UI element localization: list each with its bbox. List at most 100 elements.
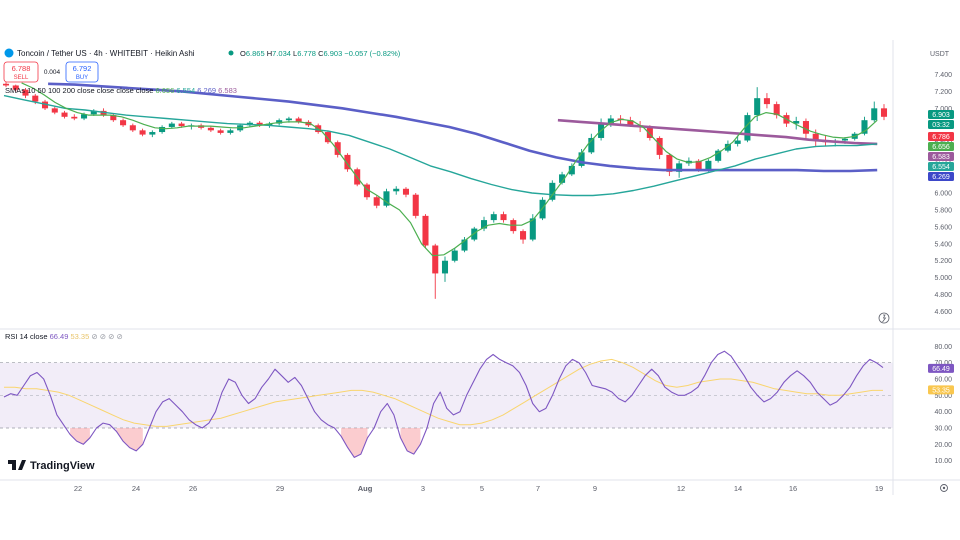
rsi-badge-text: 66.49 xyxy=(932,366,950,373)
candle-body xyxy=(71,116,78,119)
candle-body xyxy=(520,231,527,240)
rsi-tick-label: 40.00 xyxy=(934,409,952,416)
candle-body xyxy=(168,123,175,127)
rsi-tick-label: 80.00 xyxy=(934,344,952,351)
candle-body xyxy=(324,132,331,143)
rsi-tick-label: 50.00 xyxy=(934,393,952,400)
sma-legend[interactable]: SMAs 10 50 100 200 close close close clo… xyxy=(5,86,237,95)
candle-body xyxy=(344,154,351,170)
rsi-line xyxy=(3,350,884,458)
candle-body xyxy=(334,142,341,155)
candle-body xyxy=(461,239,468,251)
market-status-icon xyxy=(228,50,234,56)
candle-body xyxy=(227,130,234,133)
candle-body xyxy=(793,121,800,124)
sell-label: SELL xyxy=(14,75,29,81)
sma-lines-layer xyxy=(3,82,878,257)
candle-body xyxy=(12,85,19,90)
price-axis[interactable]: 7.4007.2007.0006.8006.6006.4006.2006.000… xyxy=(934,72,952,316)
candle-body xyxy=(41,101,49,109)
candle-body xyxy=(178,123,185,127)
candle-body xyxy=(627,120,634,126)
price-badge: 6.269 xyxy=(928,172,954,181)
rsi-oversold-fill xyxy=(116,428,143,451)
price-tick-label: 4.800 xyxy=(934,292,952,299)
candle-body xyxy=(32,95,39,102)
symbol-title[interactable]: Toncoin / Tether US · 4h · WHITEBIT · He… xyxy=(17,49,195,58)
candle-body xyxy=(559,174,566,183)
candle-body xyxy=(754,98,761,116)
price-badges: 6.903 03:32 6.786 6.656 6.583 6.554 6.269 xyxy=(928,110,954,181)
candle-body xyxy=(588,137,595,153)
price-tick-label: 7.200 xyxy=(934,89,952,96)
rsi-axis[interactable]: 80.00 70.00 60.00 50.00 40.00 30.00 20.00 10.00 xyxy=(934,344,952,465)
candle-body xyxy=(217,130,224,133)
candle-body xyxy=(159,126,166,133)
buy-button[interactable]: 6.792 BUY xyxy=(65,61,99,83)
candle-body xyxy=(120,120,127,126)
rsi-layer xyxy=(3,350,884,458)
candle-body xyxy=(871,108,878,121)
candle-body xyxy=(578,152,585,166)
candle-body xyxy=(285,118,292,121)
candle-body xyxy=(715,150,722,161)
rsi-oversold-fill xyxy=(400,428,421,455)
candle-body xyxy=(373,197,380,206)
candle-body xyxy=(880,108,888,117)
candle-body xyxy=(402,188,410,195)
candle-body xyxy=(129,125,136,131)
tradingview-logo[interactable]: TradingView xyxy=(8,460,95,472)
alert-icon[interactable] xyxy=(878,312,890,324)
candle-body xyxy=(295,118,302,122)
price-badge-text: 6.554 xyxy=(932,164,950,171)
price-tick-label: 5.600 xyxy=(934,224,952,231)
candle-body xyxy=(744,115,751,141)
candle-body xyxy=(61,112,68,117)
price-tick-label: 4.600 xyxy=(934,309,952,316)
buy-label: BUY xyxy=(76,75,88,81)
price-badge: 6.583 xyxy=(928,152,954,161)
candle-body xyxy=(51,108,58,113)
candle-body xyxy=(607,118,614,124)
time-tick-label: 22 xyxy=(74,484,82,493)
spread-value: 0.004 xyxy=(44,69,61,76)
time-tick-label: 26 xyxy=(189,484,197,493)
candle-body xyxy=(22,89,29,96)
time-tick-label: 14 xyxy=(734,484,742,493)
price-badge-text: 6.583 xyxy=(932,154,950,161)
rsi-legend[interactable]: RSI 14 close 66.49 53.35 ⊘ ⊘ ⊘ ⊘ xyxy=(5,332,123,341)
sma-line-sma10 xyxy=(21,82,878,257)
candle-body xyxy=(139,130,146,135)
candle-body xyxy=(841,138,849,141)
rsi-oversold-fill xyxy=(341,428,368,458)
candle-body xyxy=(451,250,458,261)
time-tick-label: Aug xyxy=(358,484,373,493)
ohlc-readout: O6.865 H7.034 L6.778 C6.903 −0.057 (−0.8… xyxy=(240,49,401,58)
price-tick-label: 5.000 xyxy=(934,275,952,282)
time-tick-label: 29 xyxy=(276,484,284,493)
candle-body xyxy=(276,120,283,124)
price-badge: 6.554 xyxy=(928,162,954,171)
price-badge: 03:32 xyxy=(928,120,954,129)
candle-body xyxy=(568,165,575,175)
candle-body xyxy=(110,115,117,121)
price-badge-text: 6.786 xyxy=(932,134,950,141)
time-tick-label: 3 xyxy=(421,484,425,493)
time-axis[interactable]: 22 24 26 29 Aug 3 5 7 9 12 14 16 19 xyxy=(74,484,883,493)
candles-layer xyxy=(2,82,888,299)
candle-body xyxy=(666,154,673,172)
settings-gear-icon[interactable] xyxy=(940,484,948,492)
price-badge: 6.786 xyxy=(928,132,954,141)
rsi-tick-label: 70.00 xyxy=(934,360,952,367)
candle-body xyxy=(90,110,97,115)
currency-label[interactable]: USDT xyxy=(930,51,950,58)
sell-button[interactable]: 6.788 SELL xyxy=(3,61,39,83)
time-tick-label: 5 xyxy=(480,484,484,493)
candle-body xyxy=(490,214,497,221)
candle-body xyxy=(393,188,400,192)
candle-body xyxy=(149,132,156,135)
rsi-tick-label: 30.00 xyxy=(934,426,952,433)
candle-body xyxy=(802,121,809,134)
rsi-tick-label: 10.00 xyxy=(934,458,952,465)
buy-price: 6.792 xyxy=(73,64,92,73)
